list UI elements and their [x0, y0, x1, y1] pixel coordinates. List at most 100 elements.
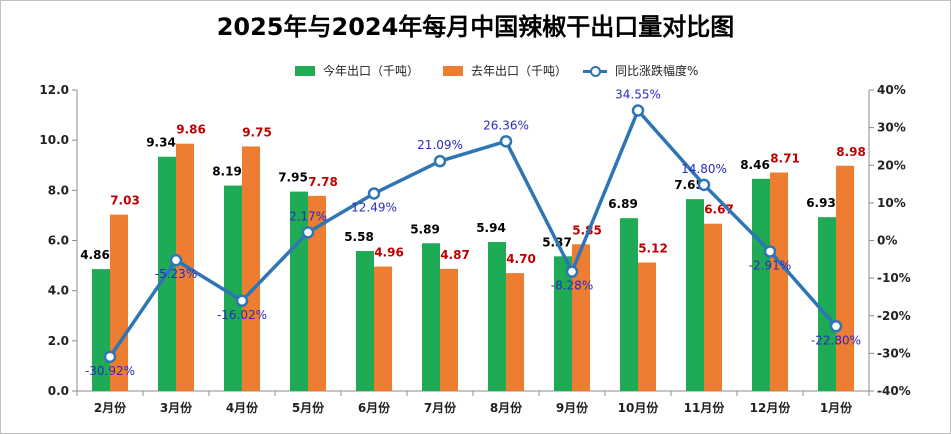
bar-last-year [638, 262, 656, 391]
bar-last-year [770, 172, 788, 391]
line-yoy [108, 108, 838, 358]
data-label-last-year: 4.96 [374, 246, 404, 260]
chart-title: 2025年与2024年每月中国辣椒干出口量对比图 [216, 13, 735, 41]
y-right-tick-label: -30% [877, 346, 911, 360]
y-left-tick-label: 10.0 [39, 133, 69, 147]
point-yoy [433, 154, 447, 168]
x-tick-label: 7月份 [424, 400, 457, 415]
y-right-tick-label: -10% [877, 271, 911, 285]
data-label-this-year: 7.95 [278, 171, 308, 185]
data-label-yoy: -30.92% [85, 364, 135, 378]
data-label-yoy: 12.49% [351, 201, 397, 215]
legend-label-last-year: 去年出口（千吨） [471, 64, 568, 78]
y-right-tick-label: 0% [877, 234, 897, 248]
x-tick-label: 2月份 [94, 400, 127, 415]
bar-this-year [422, 243, 440, 391]
data-label-yoy: 34.55% [615, 88, 661, 102]
point-yoy [103, 350, 117, 364]
point-yoy [763, 245, 777, 258]
data-label-yoy: -2.91% [749, 258, 791, 272]
data-label-this-year: 6.93 [806, 196, 836, 210]
point-yoy [169, 253, 183, 267]
data-label-last-year: 5.12 [638, 242, 668, 256]
data-label-last-year: 7.78 [308, 175, 338, 189]
y-left-tick-label: 6.0 [48, 234, 69, 248]
y-left-tick-label: 8.0 [48, 183, 69, 197]
data-label-yoy: 2.17% [289, 209, 327, 223]
y-left-tick-label: 0.0 [48, 384, 69, 398]
legend-swatch-this-year [295, 66, 315, 76]
bar-last-year [308, 195, 326, 391]
bar-this-year [488, 242, 506, 391]
data-label-yoy: -22.80% [811, 333, 861, 347]
data-label-last-year: 4.70 [506, 252, 536, 266]
data-label-this-year: 7.65 [674, 178, 704, 192]
point-yoy [631, 104, 645, 117]
data-label-this-year: 5.58 [344, 230, 374, 244]
bar-this-year [818, 217, 836, 391]
x-tick-label: 11月份 [684, 400, 726, 415]
data-label-yoy: -16.02% [217, 308, 267, 322]
point-yoy [301, 226, 315, 239]
data-label-this-year: 9.34 [146, 136, 176, 150]
point-yoy [367, 187, 381, 200]
legend-marker-yoy [590, 66, 601, 77]
data-label-last-year: 9.86 [176, 123, 206, 137]
bar-last-year [836, 165, 854, 391]
bar-last-year [572, 244, 590, 391]
y-left-tick-label: 12.0 [39, 83, 69, 97]
y-right-tick-label: -40% [877, 384, 911, 398]
data-label-last-year: 8.71 [770, 152, 800, 166]
data-label-this-year: 6.89 [608, 197, 638, 211]
data-label-this-year: 8.19 [212, 165, 242, 179]
bar-this-year [290, 191, 308, 391]
y-right-tick-label: 20% [877, 158, 906, 172]
x-tick-label: 4月份 [226, 400, 259, 415]
y-right-tick-label: 30% [877, 121, 906, 135]
point-yoy [499, 135, 513, 148]
bar-this-year [554, 256, 572, 391]
bar-last-year [242, 146, 260, 391]
x-tick-label: 6月份 [358, 400, 391, 415]
x-tick-label: 8月份 [490, 400, 523, 415]
data-label-yoy: 26.36% [483, 118, 529, 132]
x-tick-label: 12月份 [750, 400, 792, 415]
x-tick-label: 9月份 [556, 400, 589, 415]
x-tick-label: 3月份 [160, 400, 193, 415]
bar-this-year [686, 199, 704, 391]
chart-legend: 今年出口（千吨） 去年出口（千吨） 同比涨跌幅度% [1, 63, 950, 79]
data-label-this-year: 5.89 [410, 222, 440, 236]
data-label-this-year: 4.86 [80, 248, 110, 262]
y-right-tick-label: -20% [877, 309, 911, 323]
y-left-tick-label: 2.0 [48, 334, 69, 348]
legend-label-this-year: 今年出口（千吨） [323, 64, 420, 78]
bar-last-year [110, 214, 128, 391]
legend-swatch-last-year [443, 66, 463, 76]
bar-this-year [356, 251, 374, 391]
data-label-yoy: -5.23% [155, 267, 197, 281]
bar-last-year [704, 223, 722, 391]
bar-this-year [752, 178, 770, 391]
bar-last-year [440, 268, 458, 391]
data-label-yoy: 14.80% [681, 162, 727, 176]
data-label-last-year: 9.75 [242, 125, 272, 139]
data-label-last-year: 8.98 [836, 145, 866, 159]
legend-label-yoy: 同比涨跌幅度% [615, 64, 699, 78]
bar-this-year [620, 218, 638, 391]
y-left-tick-label: 4.0 [48, 284, 69, 298]
y-right-tick-label: 10% [877, 196, 906, 210]
x-tick-label: 10月份 [618, 400, 660, 415]
data-label-last-year: 5.85 [572, 223, 602, 237]
bar-last-year [506, 273, 524, 391]
data-label-this-year: 5.94 [476, 221, 506, 235]
bar-this-year [224, 185, 242, 391]
point-yoy [697, 178, 711, 192]
data-label-last-year: 7.03 [110, 194, 140, 208]
data-label-yoy: -8.28% [551, 279, 593, 293]
point-yoy [829, 320, 843, 333]
y-right-tick-label: 40% [877, 83, 906, 97]
x-tick-label: 5月份 [292, 400, 325, 415]
point-yoy [565, 265, 579, 278]
